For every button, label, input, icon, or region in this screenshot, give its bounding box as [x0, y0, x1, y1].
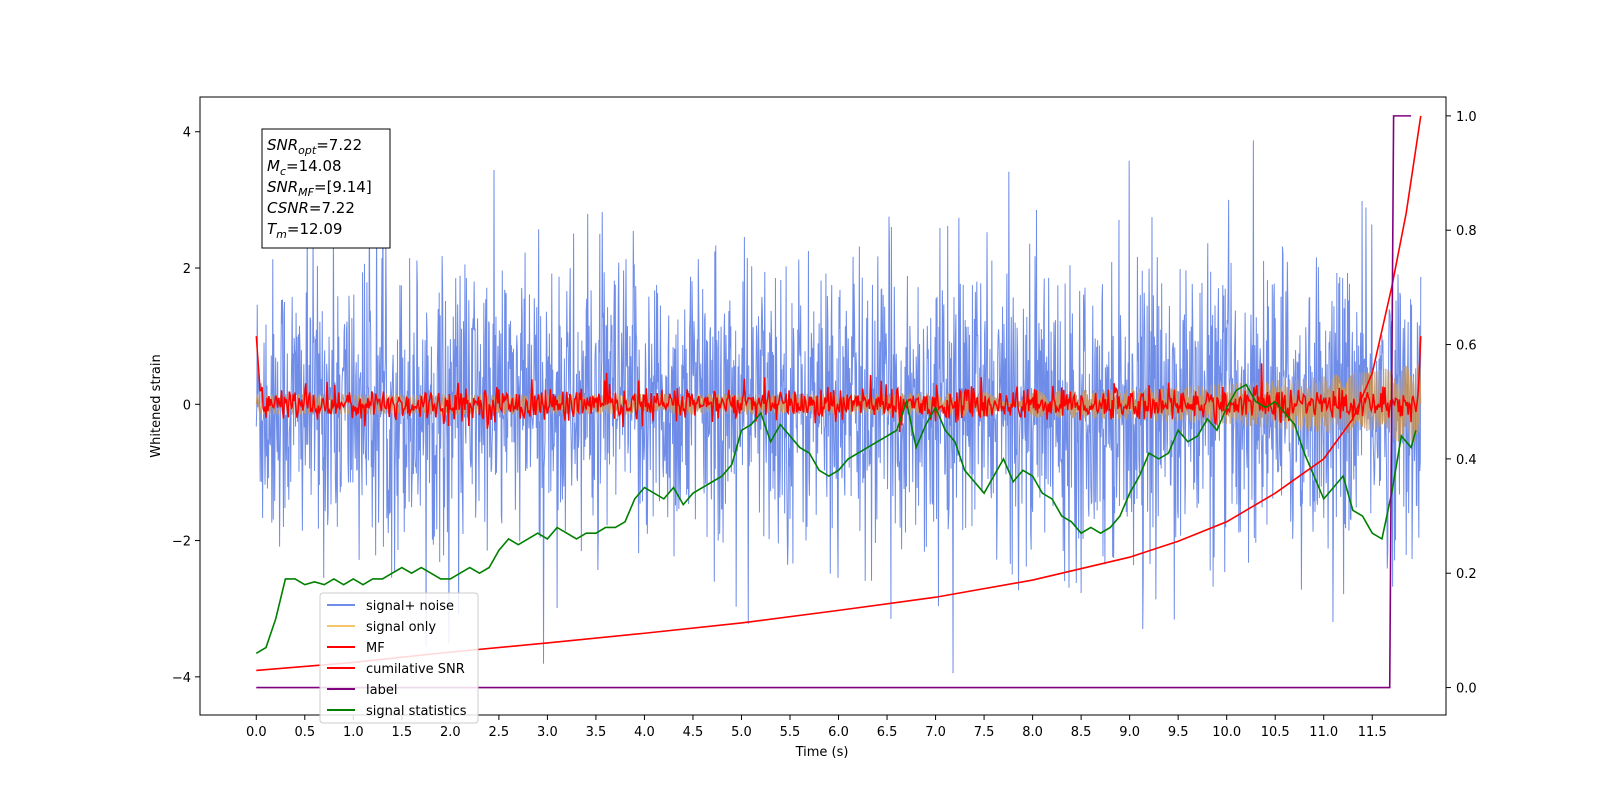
x-tick-label: 2.0 [440, 725, 461, 740]
y-tick-label: 4 [183, 126, 191, 141]
y2-tick-label: 1.0 [1456, 110, 1477, 125]
info-box-frame [261, 128, 391, 249]
legend-entry: cumilative SNR [366, 662, 465, 677]
y-axis-label: Whitened strain [149, 354, 164, 457]
series-line-label [256, 115, 1412, 689]
y-axis-left: −4 −2 0 2 4 [172, 126, 200, 686]
legend-entry: signal statistics [366, 704, 467, 719]
x-tick-label: 3.5 [586, 725, 607, 740]
x-tick-label: 8.0 [1022, 725, 1043, 740]
x-tick-label: 9.5 [1168, 725, 1189, 740]
series-line-signal-statistics [255, 383, 1417, 654]
x-tick-label: 10.5 [1261, 725, 1290, 740]
x-tick-label: 1.5 [392, 725, 413, 740]
y2-tick-label: 0.2 [1456, 567, 1477, 582]
plot-frame [199, 96, 1447, 716]
y2-tick-label: 0.4 [1456, 453, 1477, 468]
info-line: Mc=14.08 [267, 157, 342, 178]
legend-entry: MF [366, 641, 385, 656]
legend-entry: signal+ noise [366, 599, 454, 614]
noise-layer [255, 131, 1422, 674]
x-tick-label: 0.0 [246, 725, 267, 740]
y-axis-right: 0.0 0.2 0.4 0.6 0.8 1.0 [1446, 110, 1477, 697]
legend-entry: label [366, 683, 397, 698]
y-tick-label: 0 [183, 398, 191, 413]
x-tick-label: 4.5 [683, 725, 704, 740]
y2-tick-label: 0.6 [1456, 339, 1477, 354]
x-tick-label: 11.5 [1358, 725, 1387, 740]
x-tick-label: 7.5 [974, 725, 995, 740]
x-tick-label: 5.5 [780, 725, 801, 740]
y-tick-label: −4 [172, 671, 191, 686]
series-line-signal-noise [255, 131, 1422, 674]
x-tick-label: 3.0 [537, 725, 558, 740]
x-tick-label: 9.0 [1119, 725, 1140, 740]
x-tick-label: 5.0 [731, 725, 752, 740]
series-line-mf [255, 336, 1422, 433]
legend-entry: signal only [366, 620, 436, 635]
info-line: SNRMF=[9.14] [267, 178, 372, 199]
legend: signal+ noise signal only MF cumilative SNR… [319, 592, 479, 724]
y-tick-label: 2 [183, 262, 191, 277]
info-line: Tm=12.09 [267, 220, 342, 241]
mf-layer [255, 336, 1422, 433]
y-tick-label: −2 [172, 535, 191, 550]
legend-frame [319, 592, 479, 724]
y2-tick-label: 0.0 [1456, 682, 1477, 697]
x-tick-label: 11.0 [1309, 725, 1338, 740]
x-tick-label: 6.0 [828, 725, 849, 740]
x-axis: 0.0 0.5 1.0 1.5 2.0 2.5 3.0 3.5 4.0 4.5 5.0 5.5 6.0 6… [246, 715, 1387, 740]
x-tick-label: 10.0 [1212, 725, 1241, 740]
x-tick-label: 6.5 [877, 725, 898, 740]
x-tick-label: 1.0 [343, 725, 364, 740]
x-tick-label: 7.0 [925, 725, 946, 740]
x-tick-label: 0.5 [294, 725, 315, 740]
x-axis-label: Time (s) [795, 745, 849, 760]
info-line: SNRopt=7.22 [267, 136, 362, 157]
x-tick-label: 8.5 [1071, 725, 1092, 740]
info-box: SNRopt=7.22Mc=14.08SNRMF=[9.14]CSNR=7.22… [261, 128, 391, 249]
info-line: CSNR=7.22 [267, 199, 355, 217]
x-tick-label: 2.5 [489, 725, 510, 740]
y2-tick-label: 0.8 [1456, 224, 1477, 239]
x-tick-label: 4.0 [634, 725, 655, 740]
